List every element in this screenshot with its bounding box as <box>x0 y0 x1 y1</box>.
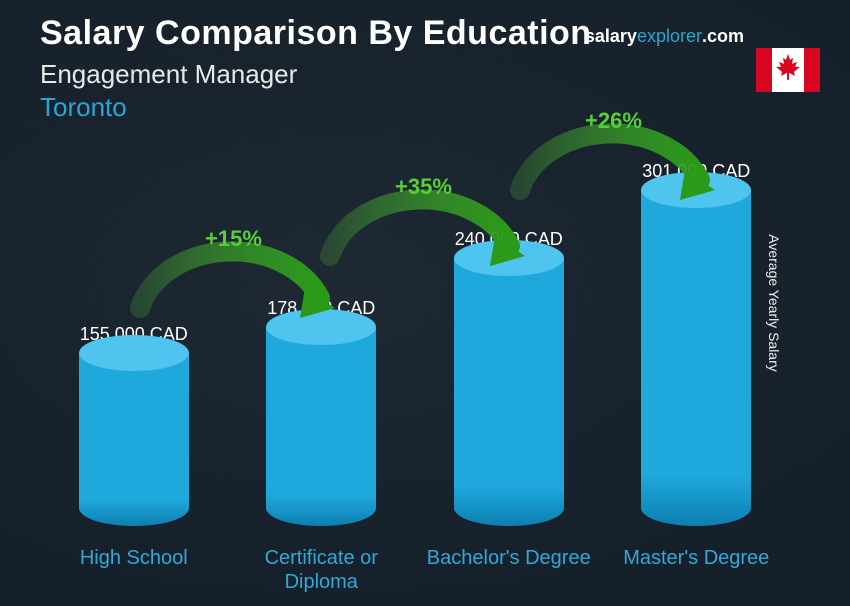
xlabel-3: Master's Degree <box>603 546 791 594</box>
bar-2: 240,000 CAD <box>415 229 603 526</box>
brand-logo: salaryexplorer.com <box>585 26 744 47</box>
subtitle-location: Toronto <box>40 92 810 123</box>
x-axis-labels: High SchoolCertificate or DiplomaBachelo… <box>40 546 790 594</box>
maple-leaf-icon <box>776 54 800 85</box>
xlabel-2: Bachelor's Degree <box>415 546 603 594</box>
brand-domain: .com <box>702 26 744 46</box>
subtitle-role: Engagement Manager <box>40 59 810 90</box>
bar-1: 178,000 CAD <box>228 298 416 526</box>
salary-bar-chart: 155,000 CAD178,000 CAD240,000 CAD301,000… <box>40 150 790 526</box>
brand-suffix: explorer <box>637 26 702 46</box>
xlabel-0: High School <box>40 546 228 594</box>
brand-prefix: salary <box>585 26 637 46</box>
flag-canada-icon <box>756 48 820 92</box>
bar-0: 155,000 CAD <box>40 324 228 526</box>
bar-3: 301,000 CAD <box>603 161 791 526</box>
xlabel-1: Certificate or Diploma <box>228 546 416 594</box>
